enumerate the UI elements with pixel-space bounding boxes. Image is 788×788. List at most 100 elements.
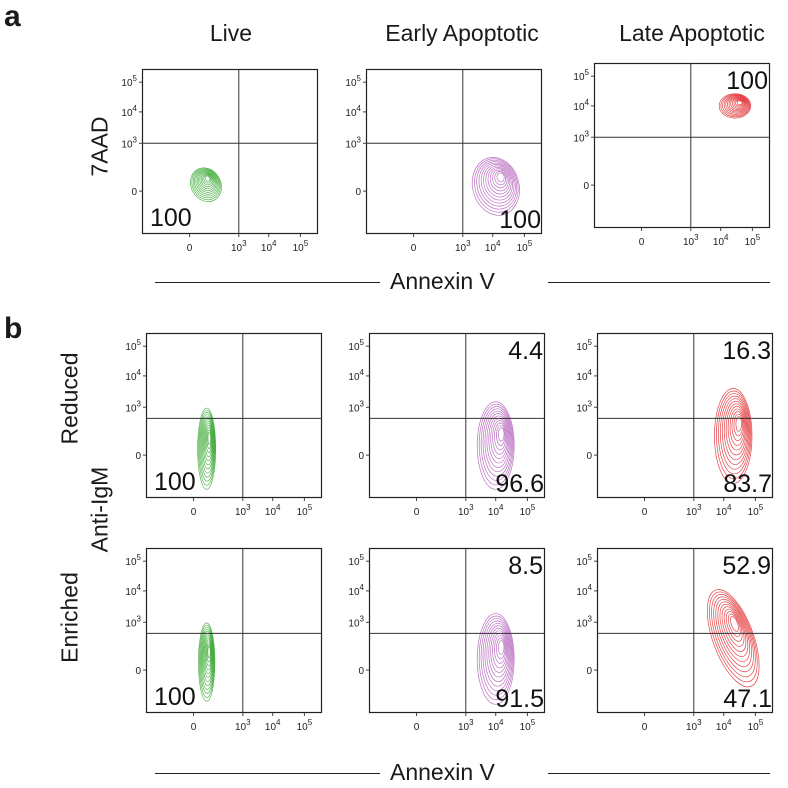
contour-population xyxy=(190,167,222,202)
contour-level xyxy=(735,99,744,107)
y-tick-label: 103 xyxy=(125,614,141,629)
contour-level xyxy=(194,169,219,197)
contour-level xyxy=(711,594,756,678)
contour-level xyxy=(727,96,748,113)
contour-level xyxy=(731,98,745,109)
x-tick-label: 105 xyxy=(520,718,536,733)
contour-level xyxy=(206,643,212,663)
x-tick-label: 104 xyxy=(265,503,281,518)
row-label-anti-igm: Anti-IgM xyxy=(86,466,113,553)
contour-level xyxy=(727,613,741,637)
x-tick-label: 103 xyxy=(235,718,251,733)
contour-plot-a-live: 0 103 104 105 0 103 104 105 100 xyxy=(121,68,319,254)
contour-level xyxy=(492,420,508,455)
contour-level xyxy=(203,635,213,679)
y-tick-label: 103 xyxy=(348,614,364,629)
contour-level xyxy=(731,411,744,442)
quadrant-percentage-lower-right: 83.7 xyxy=(723,470,772,498)
column-header-live: Live xyxy=(209,20,253,46)
quadrant-percentage-upper-right: 52.9 xyxy=(722,552,771,580)
contour-level xyxy=(727,406,746,451)
contour-level xyxy=(198,624,215,698)
contour-level xyxy=(199,626,215,694)
contour-level xyxy=(714,388,753,484)
x-tick-label: 105 xyxy=(297,718,313,733)
x-tick-label: 0 xyxy=(639,237,645,248)
contour-level xyxy=(199,172,215,190)
x-tick-label: 0 xyxy=(642,722,648,733)
x-tick-label: 104 xyxy=(265,718,281,733)
contour-plot-b-reduced-live: 0 103 104 105 0 103 104 105 100 xyxy=(125,332,323,518)
x-tick-label: 105 xyxy=(517,239,533,254)
contour-level xyxy=(496,424,506,446)
contour-level xyxy=(195,170,218,195)
y-tick-label: 0 xyxy=(135,666,141,677)
y-tick-label: 0 xyxy=(131,187,137,198)
y-tick-label: 104 xyxy=(121,104,137,119)
column-header-late-apoptotic: Late Apoptotic xyxy=(619,20,765,46)
contour-level xyxy=(192,168,220,199)
contour-level xyxy=(200,173,214,188)
contour-level xyxy=(715,598,752,668)
contour-level xyxy=(202,420,214,466)
x-tick-label: 0 xyxy=(414,507,420,518)
contour-level xyxy=(736,100,743,106)
contour-level xyxy=(485,165,512,198)
contour-level xyxy=(494,171,506,186)
plot-frame xyxy=(593,62,771,229)
quadrant-percentage-lower-right: 96.6 xyxy=(495,470,544,498)
contour-level xyxy=(482,408,512,477)
contour-level xyxy=(730,97,746,110)
contour-level xyxy=(207,431,212,446)
contour-level xyxy=(207,645,211,659)
x-axis-rule-right-a xyxy=(548,282,770,283)
contour-level xyxy=(474,158,519,213)
contour-level xyxy=(725,403,747,456)
y-tick-label: 104 xyxy=(125,583,141,598)
y-tick-label: 103 xyxy=(576,399,592,414)
contour-level xyxy=(200,628,214,690)
y-tick-label: 104 xyxy=(576,583,592,598)
contour-population xyxy=(476,401,515,490)
contour-level xyxy=(723,400,748,461)
contour-level xyxy=(190,167,222,202)
quadrant-percentage-lower-left: 100 xyxy=(154,683,196,711)
x-tick-label: 105 xyxy=(748,718,764,733)
x-tick-label: 105 xyxy=(745,233,761,248)
plot-frame xyxy=(145,547,323,714)
contour-level xyxy=(709,591,758,683)
y-tick-label: 0 xyxy=(358,451,364,462)
contour-level xyxy=(487,166,511,195)
y-tick-label: 105 xyxy=(121,74,137,89)
contour-population xyxy=(706,589,760,688)
quadrant-percentage-lower-right: 100 xyxy=(499,206,541,234)
contour-level xyxy=(730,616,739,632)
contour-level xyxy=(478,161,516,207)
contour-level xyxy=(200,414,215,478)
contour-level xyxy=(486,413,510,468)
x-tick-label: 103 xyxy=(686,718,702,733)
y-tick-label: 0 xyxy=(586,451,592,462)
y-tick-label: 105 xyxy=(125,338,141,353)
x-tick-label: 0 xyxy=(642,507,648,518)
y-tick-label: 103 xyxy=(125,399,141,414)
contour-level xyxy=(723,608,745,647)
y-tick-label: 105 xyxy=(345,74,361,89)
row-label-reduced: Reduced xyxy=(56,352,83,445)
panel-label-a: a xyxy=(4,0,21,33)
contour-level xyxy=(471,157,520,216)
contour-level xyxy=(718,93,752,119)
x-tick-label: 103 xyxy=(683,233,699,248)
contour-level xyxy=(478,615,514,701)
x-tick-label: 103 xyxy=(458,503,474,518)
plot-frame xyxy=(141,68,319,235)
plot-frame xyxy=(368,332,546,499)
quadrant-percentage-lower-left: 100 xyxy=(154,468,196,496)
contour-level xyxy=(201,418,214,470)
contour-level xyxy=(729,408,745,446)
contour-level xyxy=(489,168,509,192)
contour-level xyxy=(733,99,745,108)
row-label-enriched: Enriched xyxy=(56,572,83,663)
plot-frame xyxy=(368,547,546,714)
x-tick-label: 0 xyxy=(414,722,420,733)
